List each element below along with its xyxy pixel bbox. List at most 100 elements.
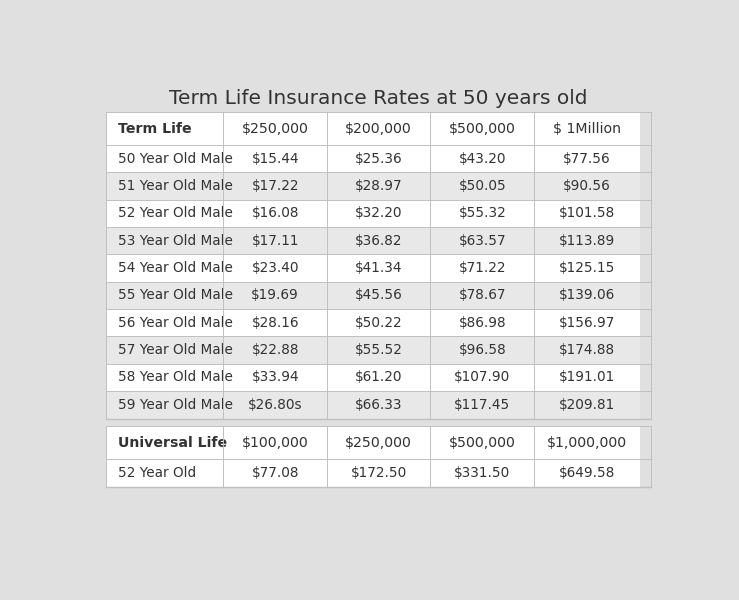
Bar: [534, 460, 640, 487]
Text: $156.97: $156.97: [559, 316, 616, 330]
Text: $174.88: $174.88: [559, 343, 615, 357]
Text: $19.69: $19.69: [251, 289, 299, 302]
Text: $86.98: $86.98: [458, 316, 506, 330]
Text: 56 Year Old Male: 56 Year Old Male: [118, 316, 233, 330]
Bar: [534, 426, 640, 460]
Bar: [431, 337, 534, 364]
Text: Term Life Insurance Rates at 50 years old: Term Life Insurance Rates at 50 years ol…: [169, 89, 588, 108]
Bar: [106, 364, 223, 391]
Text: 57 Year Old Male: 57 Year Old Male: [118, 343, 233, 357]
Bar: [223, 364, 327, 391]
Bar: [534, 309, 640, 337]
Text: $36.82: $36.82: [355, 234, 403, 248]
Bar: [431, 254, 534, 282]
Text: $16.08: $16.08: [251, 206, 299, 220]
Bar: [106, 282, 223, 309]
Bar: [327, 337, 431, 364]
Text: $649.58: $649.58: [559, 466, 616, 480]
Text: 52 Year Old: 52 Year Old: [118, 466, 196, 480]
Text: $43.20: $43.20: [458, 152, 506, 166]
Text: $17.11: $17.11: [251, 234, 299, 248]
Bar: [106, 460, 223, 487]
Bar: [431, 145, 534, 172]
Text: 54 Year Old Male: 54 Year Old Male: [118, 261, 233, 275]
Text: $125.15: $125.15: [559, 261, 616, 275]
Bar: [327, 254, 431, 282]
Bar: [223, 227, 327, 254]
Text: $117.45: $117.45: [454, 398, 511, 412]
Bar: [327, 364, 431, 391]
Bar: [223, 200, 327, 227]
Bar: [534, 145, 640, 172]
Bar: [223, 282, 327, 309]
Bar: [223, 460, 327, 487]
Text: $55.52: $55.52: [355, 343, 403, 357]
Text: $63.57: $63.57: [458, 234, 506, 248]
Text: 50 Year Old Male: 50 Year Old Male: [118, 152, 233, 166]
Bar: [327, 200, 431, 227]
Text: $191.01: $191.01: [559, 370, 616, 385]
Bar: [431, 112, 534, 145]
Bar: [327, 145, 431, 172]
Bar: [106, 112, 223, 145]
Bar: [106, 426, 223, 460]
Bar: [431, 460, 534, 487]
Bar: [431, 426, 534, 460]
Bar: [431, 364, 534, 391]
Bar: [431, 172, 534, 200]
Text: $113.89: $113.89: [559, 234, 616, 248]
Bar: [106, 200, 223, 227]
Text: $77.08: $77.08: [251, 466, 299, 480]
Bar: [223, 112, 327, 145]
Text: $33.94: $33.94: [251, 370, 299, 385]
Bar: [327, 460, 431, 487]
Text: $1,000,000: $1,000,000: [547, 436, 627, 450]
Bar: [327, 309, 431, 337]
Bar: [534, 337, 640, 364]
Text: $ 1Million: $ 1Million: [553, 122, 621, 136]
Bar: [534, 282, 640, 309]
Text: 58 Year Old Male: 58 Year Old Male: [118, 370, 233, 385]
Text: 52 Year Old Male: 52 Year Old Male: [118, 206, 233, 220]
Text: $96.58: $96.58: [458, 343, 506, 357]
Bar: [106, 172, 223, 200]
Bar: [534, 227, 640, 254]
Text: $200,000: $200,000: [345, 122, 412, 136]
Bar: [327, 112, 431, 145]
Text: $250,000: $250,000: [242, 122, 309, 136]
Text: 53 Year Old Male: 53 Year Old Male: [118, 234, 233, 248]
Text: $77.56: $77.56: [563, 152, 611, 166]
Bar: [431, 227, 534, 254]
Bar: [223, 309, 327, 337]
Text: $101.58: $101.58: [559, 206, 616, 220]
Bar: [327, 227, 431, 254]
Text: $107.90: $107.90: [454, 370, 511, 385]
Bar: [431, 309, 534, 337]
Text: 55 Year Old Male: 55 Year Old Male: [118, 289, 233, 302]
Text: $26.80s: $26.80s: [248, 398, 302, 412]
Text: $45.56: $45.56: [355, 289, 403, 302]
Text: $22.88: $22.88: [251, 343, 299, 357]
Text: $28.16: $28.16: [251, 316, 299, 330]
Text: $61.20: $61.20: [355, 370, 403, 385]
Text: $71.22: $71.22: [458, 261, 506, 275]
Text: $500,000: $500,000: [449, 436, 516, 450]
Text: $90.56: $90.56: [563, 179, 611, 193]
Text: $23.40: $23.40: [251, 261, 299, 275]
Bar: [106, 254, 223, 282]
Text: $28.97: $28.97: [355, 179, 403, 193]
Bar: [106, 309, 223, 337]
Bar: [223, 172, 327, 200]
Text: $100,000: $100,000: [242, 436, 309, 450]
Bar: [327, 172, 431, 200]
Bar: [431, 200, 534, 227]
Text: $17.22: $17.22: [251, 179, 299, 193]
Text: $139.06: $139.06: [559, 289, 616, 302]
Bar: [431, 391, 534, 419]
Bar: [223, 145, 327, 172]
Bar: [327, 282, 431, 309]
Bar: [534, 364, 640, 391]
Text: $172.50: $172.50: [350, 466, 407, 480]
Bar: [223, 254, 327, 282]
Text: $66.33: $66.33: [355, 398, 403, 412]
